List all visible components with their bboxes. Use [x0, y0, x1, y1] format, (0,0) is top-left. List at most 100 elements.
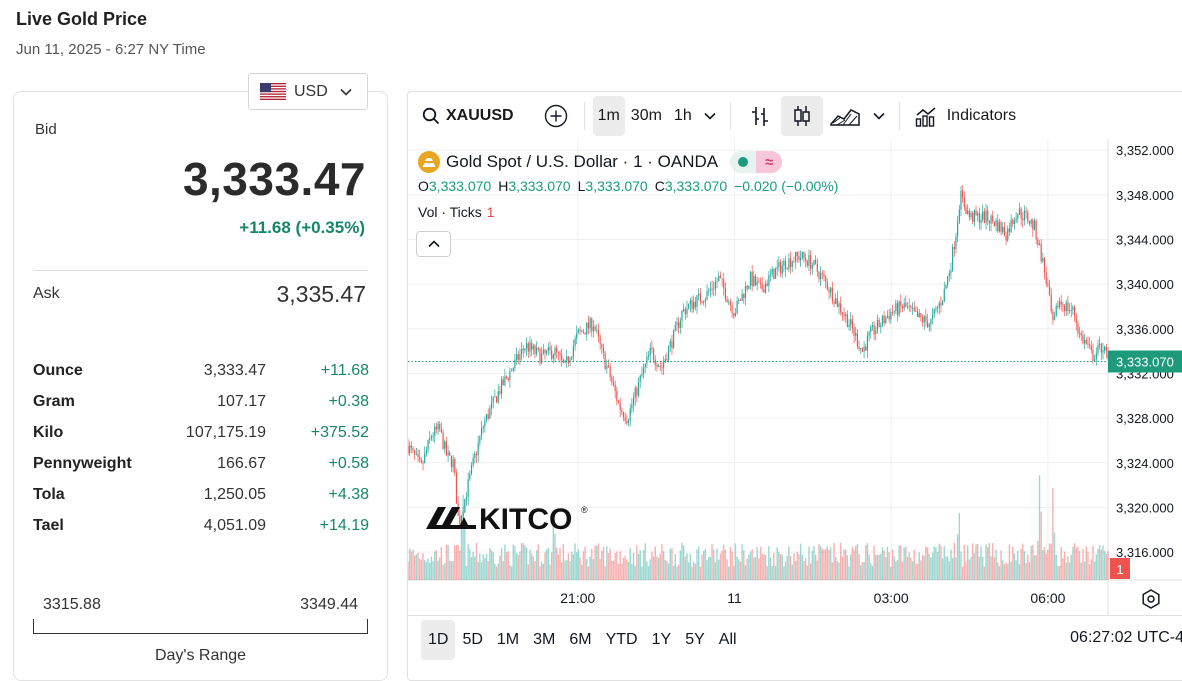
chart-type-dropdown[interactable]	[867, 96, 891, 136]
volume-bar	[819, 546, 822, 580]
candle-body	[599, 336, 601, 345]
volume-bar	[756, 547, 758, 580]
volume-bar	[482, 554, 484, 580]
range-1m[interactable]: 1M	[496, 630, 520, 648]
interval-dropdown[interactable]	[698, 96, 722, 136]
range-1d[interactable]: 1D	[421, 619, 456, 660]
range-5d[interactable]: 5D	[462, 630, 483, 648]
candle-body	[659, 366, 661, 368]
volume-bar	[447, 544, 449, 580]
candle-body	[1013, 220, 1016, 225]
range-6m[interactable]: 6M	[569, 630, 592, 648]
volume-bar	[413, 555, 416, 580]
currency-select[interactable]: USD	[248, 73, 368, 110]
candle-body	[572, 346, 574, 357]
volume-bar	[479, 553, 481, 580]
range-5y[interactable]: 5Y	[685, 630, 705, 648]
volume-bar	[672, 565, 675, 580]
volume-bar	[1027, 554, 1029, 580]
candle-body	[955, 236, 957, 250]
candles-style-button[interactable]	[780, 95, 823, 136]
volume-bar	[629, 547, 631, 580]
indicators-button[interactable]: Indicators	[908, 96, 1022, 136]
candle-body	[940, 302, 942, 305]
volume-bar	[841, 556, 844, 580]
candle-body	[861, 348, 864, 352]
candle-body	[763, 289, 765, 293]
candle-body	[724, 288, 727, 300]
candle-body	[703, 301, 705, 303]
range-1y[interactable]: 1Y	[651, 630, 672, 648]
candle-body	[972, 212, 974, 222]
volume-bar	[1035, 554, 1037, 580]
volume-bar	[1008, 544, 1011, 580]
volume-bar	[804, 558, 807, 580]
volume-bar	[1065, 562, 1067, 580]
gear-icon[interactable]	[1140, 588, 1162, 610]
candle-body	[738, 299, 740, 301]
volume-bar	[552, 522, 555, 580]
candle-body	[1063, 305, 1066, 312]
collapse-legend-button[interactable]	[416, 231, 451, 257]
range-ytd[interactable]: YTD	[605, 630, 638, 648]
volume-bar	[676, 566, 678, 580]
volume-bar	[465, 565, 468, 580]
volume-bar	[469, 549, 471, 580]
unit-change: +0.58	[328, 455, 369, 472]
candle-body	[806, 260, 808, 266]
unit-name: Tola	[33, 486, 65, 503]
volume-bar	[846, 555, 849, 580]
candle-body	[611, 377, 613, 382]
volume-bar	[1013, 553, 1016, 580]
candle-body	[495, 396, 498, 403]
candle-body	[938, 302, 940, 308]
bars-style-button[interactable]	[739, 96, 781, 136]
candle-body	[935, 308, 937, 310]
interval-1h[interactable]: 1h	[673, 106, 692, 124]
candle-body	[435, 426, 438, 430]
candle-body	[960, 190, 962, 210]
candle-body	[952, 247, 954, 271]
volume-bar	[1018, 564, 1021, 580]
unit-change: +11.68	[320, 362, 369, 379]
volume-bar	[547, 547, 550, 580]
volume-bar	[524, 545, 526, 580]
volume-bar	[450, 561, 453, 580]
candle-body	[779, 262, 782, 274]
candle-body	[858, 346, 860, 349]
volume-bar	[978, 556, 981, 580]
y-tick-label: 3,340.000	[1116, 277, 1174, 292]
price-chart[interactable]: KITCO ® 3,352.000 3,348.000 3,344.000 3,340…	[408, 139, 1182, 615]
area-style-button[interactable]	[823, 96, 867, 136]
interval-1m[interactable]: 1m	[592, 95, 625, 136]
candle-body	[895, 303, 897, 311]
volume-bar	[796, 551, 798, 580]
range-all[interactable]: All	[718, 630, 737, 648]
timezone-clock[interactable]: 06:27:02 UTC-4	[1070, 629, 1182, 646]
volume-bar	[766, 566, 768, 580]
candle-body	[754, 276, 757, 286]
candle-body	[1022, 218, 1024, 221]
table-row: Tael 4,051.09 +14.19	[33, 517, 369, 548]
candle-body	[632, 397, 635, 405]
range-3m[interactable]: 3M	[533, 630, 556, 648]
interval-30m[interactable]: 30m	[630, 106, 662, 124]
symbol-search[interactable]: XAUUSD	[408, 96, 522, 136]
volume-bar	[1098, 545, 1101, 580]
area-chart-icon	[829, 108, 860, 126]
volume-bar	[738, 559, 740, 580]
candle-body	[1075, 316, 1077, 324]
symbol-label: XAUUSD	[446, 106, 514, 124]
candle-body	[671, 341, 673, 348]
unit-change: +4.38	[328, 486, 369, 503]
candle-body	[784, 260, 787, 270]
compare-symbol-button[interactable]	[536, 96, 576, 136]
market-open-icon	[738, 157, 749, 167]
volume-bar	[1040, 511, 1042, 580]
volume-bar	[689, 553, 692, 580]
x-tick-label: 21:00	[560, 590, 595, 606]
candle-body	[1048, 286, 1051, 295]
candle-body	[883, 315, 885, 324]
volume-bar	[938, 543, 940, 580]
candle-body	[526, 343, 528, 349]
